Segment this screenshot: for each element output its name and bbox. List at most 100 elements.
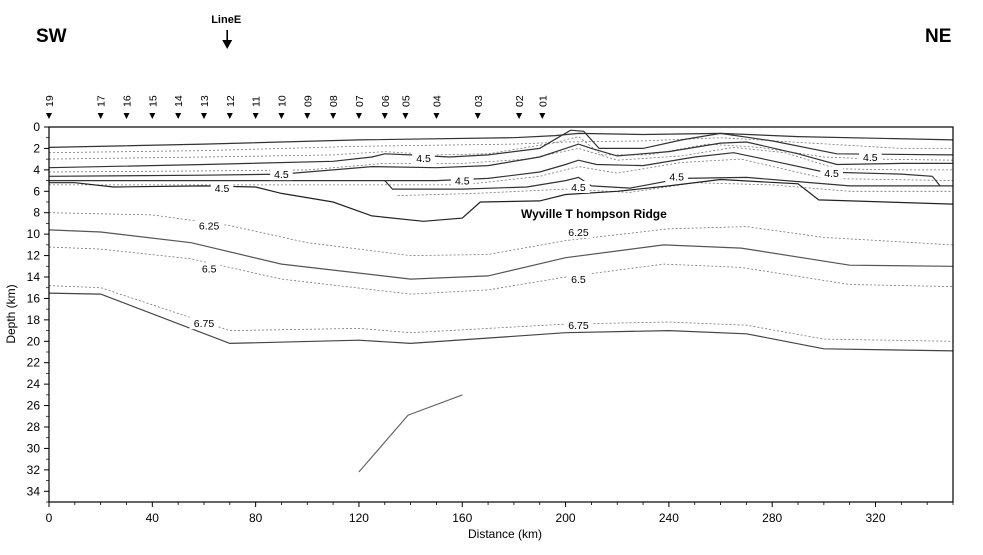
contour-label-background — [450, 174, 474, 187]
contour-label-background — [567, 181, 590, 193]
layer-boundaries — [48, 129, 954, 473]
station-marker: 08 — [328, 95, 340, 119]
station-marker: 15 — [147, 95, 159, 119]
x-tick-label: 320 — [865, 511, 885, 525]
velocity-contour-line — [49, 158, 954, 186]
boundary-line — [48, 129, 954, 169]
station-triangle-icon — [474, 113, 481, 119]
station-triangle-icon — [149, 113, 156, 119]
station-marker: 02 — [514, 95, 526, 119]
y-tick-label: 2 — [33, 141, 40, 155]
station-marker: 11 — [251, 96, 263, 119]
station-marker: 07 — [354, 95, 366, 119]
station-label: 19 — [44, 95, 56, 107]
y-tick-label: 14 — [27, 270, 41, 284]
y-tick-label: 6 — [33, 184, 40, 198]
contour-value-label: 4.5 — [416, 153, 431, 165]
contour-label-background — [194, 219, 224, 232]
station-marker: 17 — [96, 95, 108, 119]
station-marker: 16 — [121, 95, 133, 119]
station-triangle-icon — [200, 113, 207, 119]
y-tick-label: 8 — [33, 206, 40, 220]
contour-value-label: 4.5 — [571, 182, 586, 194]
station-marker: 19 — [44, 95, 56, 119]
ridge-annotation: Wyville T hompson Ridge — [521, 207, 667, 221]
station-marker: 03 — [473, 95, 485, 119]
x-axis-title: Distance (km) — [468, 527, 542, 541]
station-label: 17 — [96, 95, 108, 107]
contour-label-background — [820, 167, 843, 180]
station-label: 01 — [537, 95, 549, 107]
station-label: 16 — [121, 95, 133, 107]
y-tick-label: 4 — [33, 163, 40, 177]
station-label: 02 — [514, 95, 526, 107]
station-triangle-icon — [355, 113, 362, 119]
station-triangle-icon — [381, 113, 388, 119]
x-tick-label: 80 — [249, 511, 263, 525]
y-tick-label: 24 — [27, 377, 41, 391]
station-triangle-icon — [226, 113, 233, 119]
station-triangle-icon — [252, 113, 259, 119]
contour-label-background — [859, 151, 882, 163]
contour-value-label: 4.5 — [274, 169, 289, 181]
y-tick-label: 28 — [27, 420, 41, 434]
contour-label-background — [210, 182, 234, 195]
y-tick-label: 30 — [27, 441, 41, 455]
contour-value-label: 4.5 — [455, 176, 470, 188]
y-tick-label: 0 — [33, 120, 40, 134]
velocity-contour-line — [397, 182, 953, 196]
contour-value-label: 4.5 — [669, 171, 684, 183]
station-triangle-icon — [175, 113, 182, 119]
station-marker: 04 — [431, 95, 443, 119]
contour-label-background — [412, 152, 435, 165]
y-tick-label: 16 — [27, 291, 41, 305]
contour-value-label: 6.25 — [199, 221, 220, 233]
x-tick-label: 160 — [452, 511, 472, 525]
contour-label-background — [567, 273, 590, 286]
boundary-line — [48, 292, 954, 352]
velocity-contour-line — [48, 146, 953, 173]
contour-value-label: 4.5 — [824, 168, 839, 180]
contour-value-label: 6.5 — [202, 263, 217, 275]
boundary-line — [384, 176, 941, 190]
station-marker: 14 — [173, 95, 185, 119]
contour-value-label: 6.75 — [194, 318, 215, 330]
boundary-line — [48, 229, 954, 280]
station-marker: 05 — [400, 95, 412, 119]
station-triangle-icon — [539, 113, 546, 119]
direction-label-sw: SW — [36, 26, 67, 47]
x-tick-label: 200 — [556, 511, 576, 525]
line-e-arrow-icon — [222, 30, 233, 49]
station-label: 04 — [431, 95, 443, 107]
boundary-line — [48, 132, 954, 148]
contour-value-label: 6.75 — [568, 320, 589, 332]
velocity-contour-line — [48, 285, 954, 342]
station-triangle-icon — [516, 113, 523, 119]
y-tick-label: 26 — [27, 399, 41, 413]
station-triangle-icon — [97, 113, 104, 119]
y-tick-label: 34 — [27, 484, 41, 498]
station-label: 13 — [199, 95, 211, 107]
y-tick-label: 20 — [27, 334, 41, 348]
contour-label-background — [197, 262, 221, 275]
y-axis-title: Depth (km) — [4, 284, 18, 343]
station-label: 10 — [276, 95, 288, 107]
velocity-contour-line — [48, 136, 954, 161]
velocity-contour-line — [48, 246, 954, 295]
boundary-line — [49, 178, 954, 222]
station-label: 12 — [225, 95, 237, 107]
contour-label-background — [189, 317, 219, 330]
contour-label-background — [564, 226, 593, 238]
station-marker: 09 — [302, 95, 314, 119]
station-label: 11 — [251, 96, 263, 107]
station-label: 05 — [400, 95, 412, 107]
plot-frame — [48, 126, 954, 503]
station-triangle-icon — [402, 113, 409, 119]
contour-labels: 4.5 4.5 4.5 4.5 4.5 4.5 4.5 4.5 6.25 6.25 6.5 6.5 6.… — [189, 151, 882, 332]
station-label: 09 — [302, 95, 314, 107]
station-markers: 19 17 16 15 14 13 12 11 10 09 08 07 06 05 04 03 02 01 — [44, 95, 549, 119]
x-axis: 0 40 80 120 160 200 240 280 320 — [46, 502, 954, 525]
velocity-contour-line — [48, 137, 953, 154]
